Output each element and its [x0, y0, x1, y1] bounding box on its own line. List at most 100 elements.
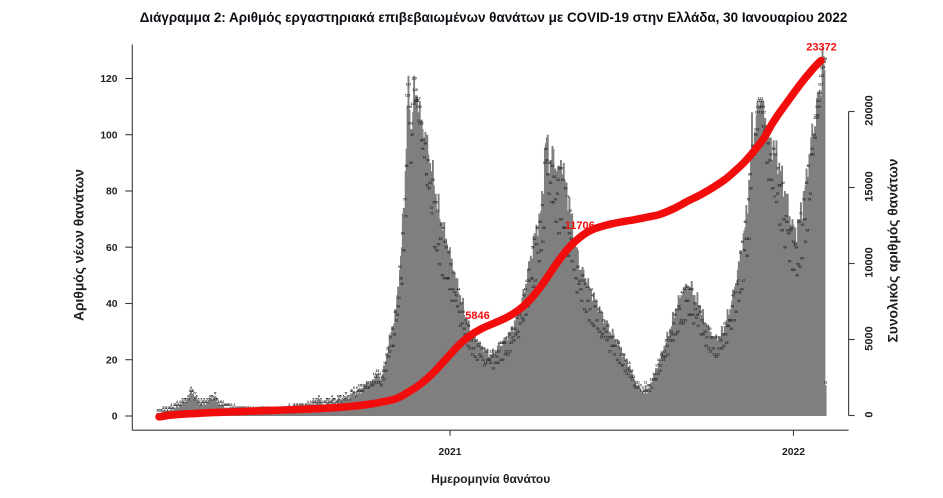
svg-text:25: 25: [500, 341, 504, 345]
svg-text:3: 3: [309, 403, 311, 407]
svg-text:66: 66: [562, 226, 566, 230]
svg-text:8: 8: [649, 389, 651, 393]
svg-text:43: 43: [453, 291, 457, 295]
svg-text:26: 26: [605, 338, 609, 342]
svg-text:104: 104: [417, 119, 423, 123]
svg-text:4: 4: [328, 400, 330, 404]
svg-text:17: 17: [621, 364, 625, 368]
svg-text:5: 5: [320, 397, 322, 401]
svg-text:5: 5: [315, 397, 317, 401]
svg-text:7: 7: [641, 392, 643, 396]
svg-text:9: 9: [636, 386, 638, 390]
svg-text:58: 58: [743, 248, 747, 252]
svg-text:43: 43: [680, 291, 684, 295]
svg-text:32: 32: [590, 321, 594, 325]
svg-text:107: 107: [755, 110, 761, 114]
svg-text:35: 35: [395, 313, 399, 317]
svg-text:32: 32: [723, 321, 727, 325]
svg-text:88: 88: [551, 164, 555, 168]
svg-text:4: 4: [316, 400, 318, 404]
svg-text:90: 90: [426, 158, 430, 162]
svg-text:11: 11: [375, 381, 379, 385]
svg-text:70: 70: [404, 215, 408, 219]
svg-text:3: 3: [301, 403, 303, 407]
svg-text:105: 105: [813, 116, 819, 120]
svg-text:23: 23: [480, 347, 484, 351]
svg-text:28: 28: [600, 333, 604, 337]
svg-text:4: 4: [341, 400, 343, 404]
svg-text:83: 83: [556, 178, 560, 182]
svg-text:24: 24: [466, 344, 470, 348]
svg-text:70: 70: [784, 215, 788, 219]
svg-text:28: 28: [721, 333, 725, 337]
svg-text:66: 66: [563, 226, 567, 230]
svg-text:39: 39: [693, 302, 697, 306]
svg-text:44: 44: [682, 288, 686, 292]
svg-text:65: 65: [806, 229, 810, 233]
svg-text:24: 24: [722, 344, 726, 348]
svg-text:83: 83: [431, 178, 435, 182]
svg-text:111: 111: [413, 99, 418, 103]
svg-text:33: 33: [587, 319, 591, 323]
svg-text:14: 14: [652, 372, 656, 376]
svg-text:109: 109: [815, 105, 821, 109]
svg-text:5: 5: [328, 397, 330, 401]
svg-text:77: 77: [773, 195, 777, 199]
svg-text:26: 26: [664, 338, 668, 342]
svg-text:4: 4: [199, 400, 201, 404]
svg-text:0: 0: [112, 412, 118, 423]
svg-text:3: 3: [178, 403, 180, 407]
svg-text:2: 2: [169, 406, 171, 410]
svg-text:23: 23: [482, 347, 486, 351]
svg-text:46: 46: [577, 282, 581, 286]
svg-text:120: 120: [819, 74, 825, 78]
svg-text:3: 3: [228, 403, 230, 407]
svg-text:15: 15: [628, 369, 632, 373]
svg-text:2: 2: [168, 406, 170, 410]
svg-text:82: 82: [781, 181, 785, 185]
svg-text:96: 96: [766, 141, 770, 145]
svg-text:25: 25: [477, 341, 481, 345]
svg-text:99: 99: [410, 133, 414, 137]
svg-text:59: 59: [433, 246, 437, 250]
svg-text:31: 31: [706, 324, 710, 328]
svg-text:92: 92: [774, 153, 778, 157]
svg-text:3: 3: [293, 403, 295, 407]
svg-text:14: 14: [656, 372, 660, 376]
svg-text:27: 27: [511, 336, 515, 340]
svg-text:80: 80: [427, 186, 431, 190]
svg-text:71: 71: [799, 212, 803, 216]
svg-text:47: 47: [582, 279, 586, 283]
svg-text:32: 32: [681, 321, 685, 325]
svg-text:81: 81: [425, 184, 429, 188]
svg-text:103: 103: [418, 122, 424, 126]
svg-text:76: 76: [553, 198, 557, 202]
svg-text:103: 103: [408, 122, 414, 126]
svg-text:28: 28: [670, 333, 674, 337]
svg-text:4: 4: [183, 400, 185, 404]
svg-text:31: 31: [467, 324, 471, 328]
svg-text:95: 95: [751, 144, 755, 148]
svg-text:12: 12: [631, 378, 635, 382]
svg-text:6: 6: [347, 395, 349, 399]
svg-text:20: 20: [664, 355, 668, 359]
svg-text:33: 33: [680, 319, 684, 323]
svg-text:88: 88: [405, 164, 409, 168]
svg-text:4: 4: [330, 400, 332, 404]
svg-text:28: 28: [724, 333, 728, 337]
svg-text:31: 31: [606, 324, 610, 328]
svg-text:32: 32: [460, 321, 464, 325]
svg-text:69: 69: [559, 217, 563, 221]
svg-text:4: 4: [307, 400, 309, 404]
svg-text:112: 112: [415, 96, 420, 100]
svg-text:5: 5: [184, 397, 186, 401]
svg-text:11706: 11706: [565, 220, 595, 232]
svg-text:68: 68: [797, 220, 801, 224]
svg-text:77: 77: [566, 195, 570, 199]
svg-text:3: 3: [227, 403, 229, 407]
svg-text:109: 109: [756, 105, 762, 109]
svg-text:24: 24: [392, 344, 396, 348]
svg-text:27: 27: [389, 336, 393, 340]
svg-text:49: 49: [441, 274, 445, 278]
svg-text:36: 36: [457, 310, 461, 314]
